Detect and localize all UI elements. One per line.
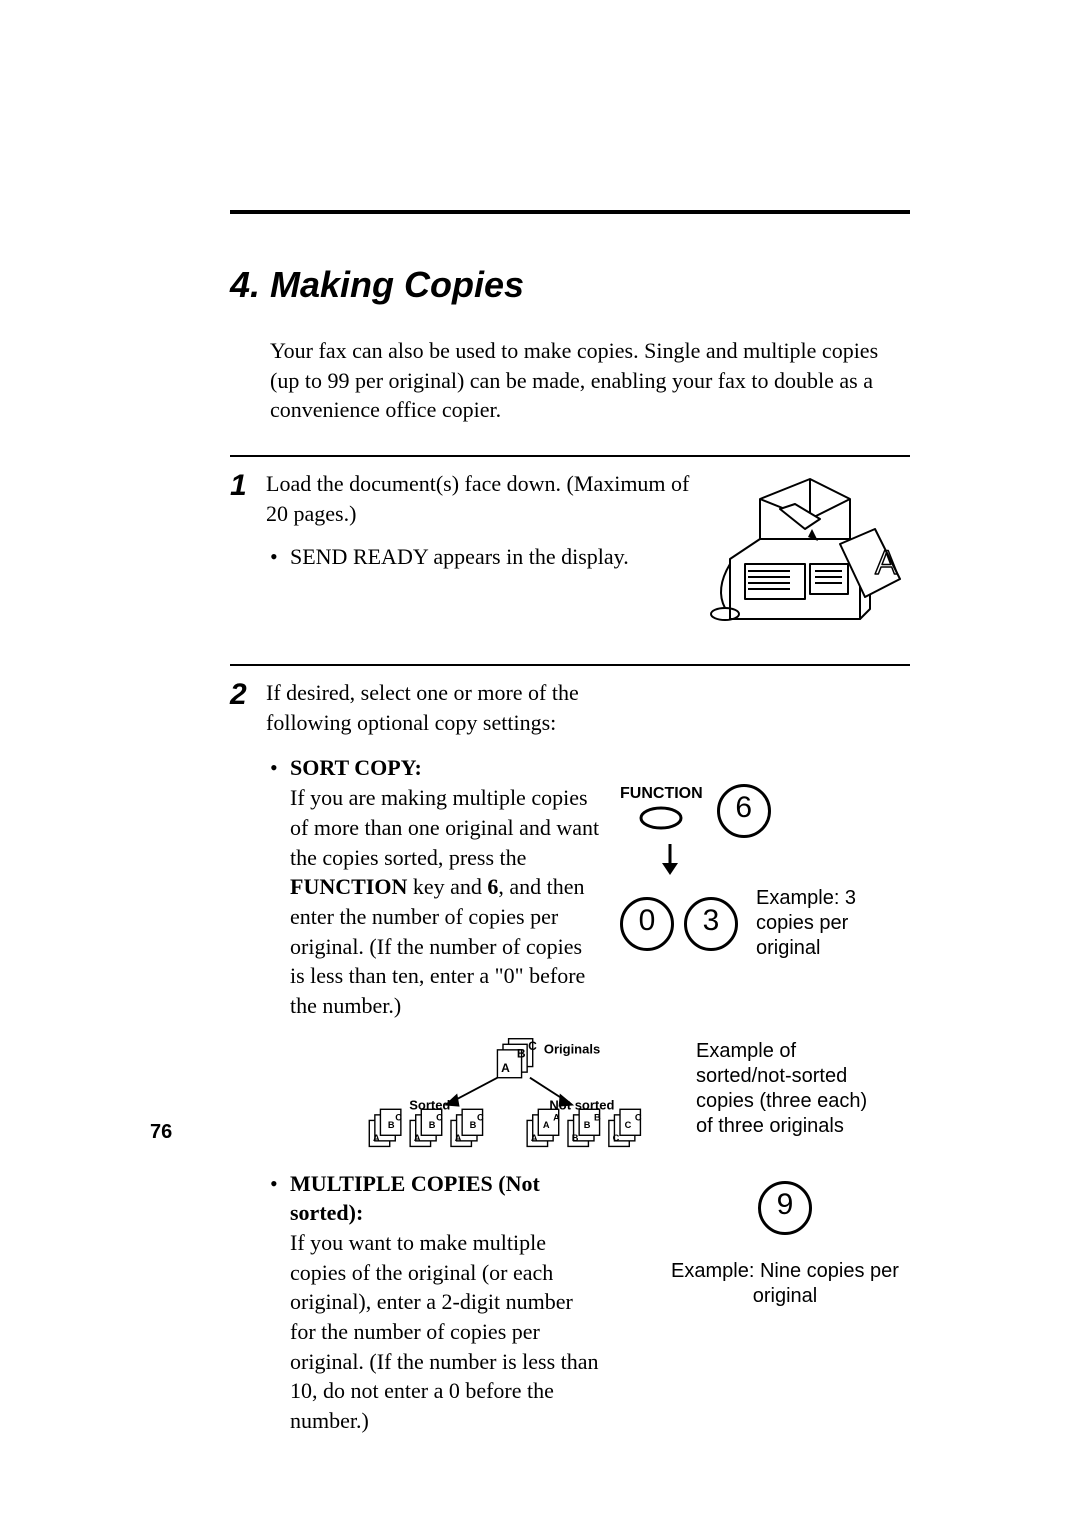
svg-text:A: A <box>414 1132 421 1142</box>
keypad-0: 0 <box>620 897 674 951</box>
sort-copy-key1: FUNCTION <box>290 874 407 899</box>
step-2-number: 2 <box>230 678 266 710</box>
page: 4. Making Copies Your fax can also be us… <box>0 0 1080 1528</box>
step-2-options-2: MULTIPLE COPIES (Not sorted): If you wan… <box>266 1169 910 1436</box>
svg-text:A: A <box>373 1132 380 1142</box>
step-2-body: If desired, select one or more of the fo… <box>266 678 910 1450</box>
step-2-options: SORT COPY: If you are making multiple co… <box>266 753 910 1020</box>
sorting-diagram-caption: Example of sorted/not-sorted copies (thr… <box>696 1035 886 1139</box>
svg-text:B: B <box>470 1119 477 1129</box>
svg-text:B: B <box>517 1046 526 1060</box>
originals-label: Originals <box>544 1041 600 1056</box>
sorting-diagram-svg: A B C Originals Sorted Not sorted <box>346 1035 686 1165</box>
svg-text:A: A <box>875 544 898 582</box>
function-label: FUNCTION <box>620 783 703 805</box>
step-2: 2 If desired, select one or more of the … <box>230 664 910 1450</box>
sort-copy-text: SORT COPY: If you are making multiple co… <box>290 753 600 1020</box>
multiple-example-text: Example: Nine copies per original <box>660 1259 910 1309</box>
svg-text:A: A <box>543 1119 550 1129</box>
keypad-9: 9 <box>758 1181 812 1235</box>
step-1-line: Load the document(s) face down. (Maximum… <box>266 469 690 528</box>
multiple-copies-heading: MULTIPLE COPIES (Not sorted): <box>290 1171 540 1226</box>
sort-copy-diagram: FUNCTION 6 <box>600 753 910 961</box>
page-number: 76 <box>150 1121 172 1144</box>
step-1-body: Load the document(s) face down. (Maximum… <box>266 469 910 644</box>
svg-text:C: C <box>625 1119 632 1129</box>
step-1-text: Load the document(s) face down. (Maximum… <box>266 469 700 582</box>
multiple-copies-diagram: 9 Example: Nine copies per original <box>600 1169 910 1309</box>
svg-text:A: A <box>501 1061 510 1075</box>
function-button-icon <box>639 805 683 831</box>
multiple-copies-body: If you want to make multiple copies of t… <box>290 1230 599 1433</box>
down-arrow-icon <box>650 839 710 879</box>
top-rule <box>230 210 910 214</box>
sort-copy-heading: SORT COPY: <box>290 755 422 780</box>
sort-example-text: Example: 3 copies per original <box>756 886 876 961</box>
svg-text:A: A <box>531 1132 538 1142</box>
step-1: 1 Load the document(s) face down. (Maxim… <box>230 455 910 644</box>
keypad-3: 3 <box>684 897 738 951</box>
svg-text:A: A <box>553 1112 560 1122</box>
svg-text:C: C <box>436 1112 443 1122</box>
svg-text:B: B <box>594 1112 601 1122</box>
svg-text:C: C <box>477 1112 484 1122</box>
sorting-diagram: A B C Originals Sorted Not sorted <box>346 1035 910 1165</box>
svg-text:A: A <box>455 1132 462 1142</box>
step-1-bullets: SEND READY appears in the display. <box>266 542 690 572</box>
svg-text:B: B <box>429 1119 436 1129</box>
sort-copy-body-pre: If you are making multiple copies of mor… <box>290 785 599 869</box>
svg-text:B: B <box>388 1119 395 1129</box>
intro-paragraph: Your fax can also be used to make copies… <box>270 336 910 425</box>
keypad-6: 6 <box>717 784 771 838</box>
multiple-copies-item: MULTIPLE COPIES (Not sorted): If you wan… <box>266 1169 910 1436</box>
chapter-title: 4. Making Copies <box>230 264 910 306</box>
svg-text:C: C <box>395 1112 402 1122</box>
svg-text:C: C <box>613 1132 620 1142</box>
svg-text:C: C <box>635 1112 642 1122</box>
svg-text:C: C <box>528 1038 537 1052</box>
svg-text:B: B <box>584 1119 591 1129</box>
step-1-number: 1 <box>230 469 266 501</box>
svg-text:B: B <box>572 1132 579 1142</box>
step-2-intro: If desired, select one or more of the fo… <box>266 678 586 737</box>
sort-copy-body-mid: key and <box>407 874 487 899</box>
sort-copy-item: SORT COPY: If you are making multiple co… <box>266 753 910 1020</box>
step-1-bullet: SEND READY appears in the display. <box>266 542 690 572</box>
sort-copy-key2: 6 <box>487 874 498 899</box>
multiple-copies-text: MULTIPLE COPIES (Not sorted): If you wan… <box>290 1169 600 1436</box>
fax-machine-illustration: A <box>700 469 910 644</box>
